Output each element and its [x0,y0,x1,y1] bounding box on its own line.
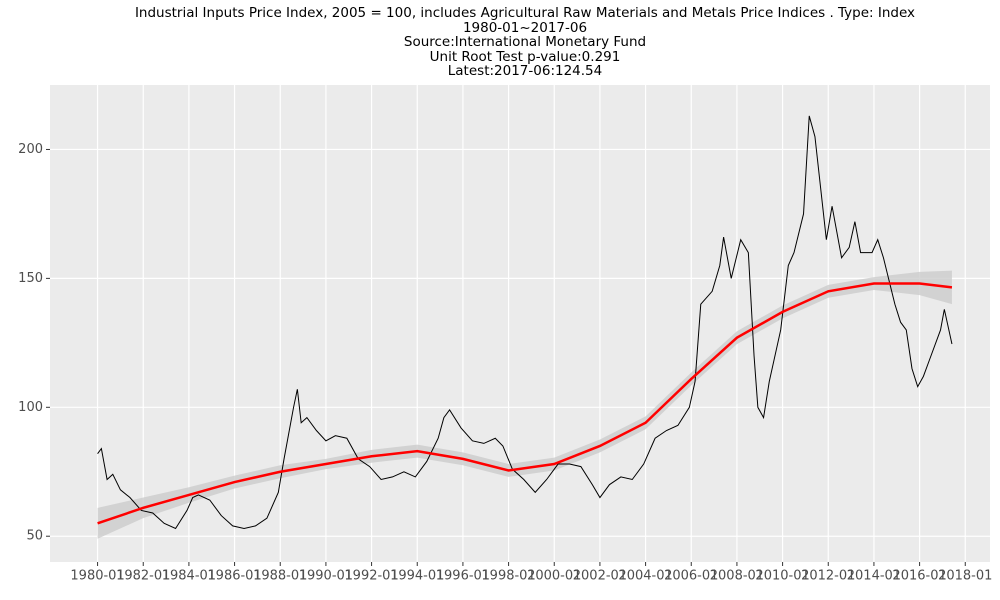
x-tick-label: 2008-01 [710,569,764,584]
plot-background [50,85,990,562]
x-tick-label: 1990-01 [299,569,353,584]
x-tick-label: 1998-01 [481,569,535,584]
chart-title: Industrial Inputs Price Index, 2005 = 10… [135,5,915,21]
latest: Latest:2017-06:124.54 [448,63,602,79]
x-tick-label: 1984-01 [162,569,216,584]
x-tick-label: 2004-01 [618,569,672,584]
x-tick-label: 1992-01 [344,569,398,584]
x-tick-label: 2010-01 [755,569,809,584]
x-tick-label: 1986-01 [207,569,261,584]
x-tick-label: 2002-01 [573,569,627,584]
x-tick-label: 1988-01 [253,569,307,584]
x-tick-label: 1994-01 [390,569,444,584]
x-tick-label: 2006-01 [664,569,718,584]
x-tick-label: 2018-01 [938,569,992,584]
x-tick-label: 1980-01 [70,569,124,584]
x-tick-label: 2016-01 [892,569,946,584]
y-tick-label: 50 [26,529,43,544]
date-range: 1980-01~2017-06 [463,20,587,36]
x-tick-label: 1996-01 [436,569,490,584]
y-tick-label: 200 [18,142,43,157]
x-tick-label: 2012-01 [801,569,855,584]
x-tick-label: 2000-01 [527,569,581,584]
data-line [97,115,953,530]
y-tick-label: 150 [18,271,43,286]
x-tick-label: 1982-01 [116,569,170,584]
unit-root-test: Unit Root Test p-value:0.291 [430,49,621,65]
source: Source:International Monetary Fund [404,34,646,50]
x-tick-label: 2014-01 [847,569,901,584]
smooth-line [97,282,953,525]
y-tick-label: 100 [18,400,43,415]
